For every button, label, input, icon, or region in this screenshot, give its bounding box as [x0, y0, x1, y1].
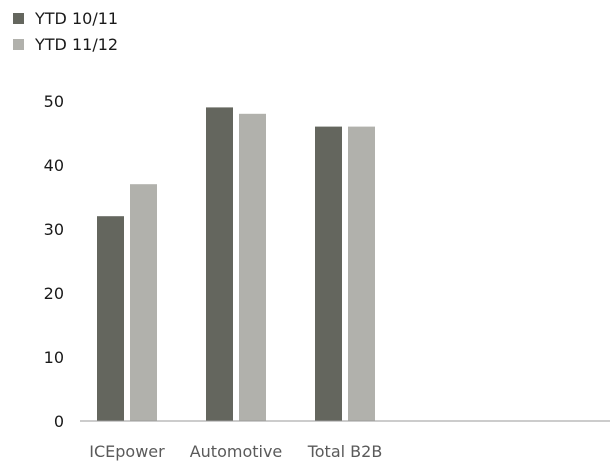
legend-swatch-ytd-11-12 — [13, 38, 24, 50]
legend-label-ytd-10-11: YTD 10/11 — [35, 8, 119, 28]
x-tick-label-icepower: ICEpower — [89, 442, 165, 461]
bar-automotive-series-1 — [206, 107, 233, 422]
y-tick-label-50: 50 — [44, 92, 64, 111]
legend-label-ytd-11-12: YTD 11/12 — [35, 34, 119, 54]
legend-item-ytd-10-11: YTD 10/11 — [13, 5, 118, 31]
y-tick-label-10: 10 — [44, 348, 64, 367]
bar-total-b2b-series-2 — [348, 126, 375, 421]
y-tick-label-20: 20 — [44, 284, 64, 303]
legend: YTD 10/11 YTD 11/12 — [13, 5, 118, 57]
x-tick-label-automotive: Automotive — [190, 442, 283, 461]
bar-icepower-series-1 — [97, 216, 124, 421]
bar-icepower-series-2 — [130, 184, 157, 421]
bar-automotive-series-2 — [239, 113, 266, 422]
legend-swatch-ytd-10-11 — [13, 12, 24, 24]
bar-total-b2b-series-1 — [315, 126, 342, 421]
y-tick-label-30: 30 — [44, 220, 64, 239]
legend-item-ytd-11-12: YTD 11/12 — [13, 31, 118, 57]
y-tick-label-40: 40 — [44, 156, 64, 175]
y-tick-label-0: 0 — [54, 412, 64, 431]
x-tick-label-total-b2b: Total B2B — [307, 442, 383, 461]
